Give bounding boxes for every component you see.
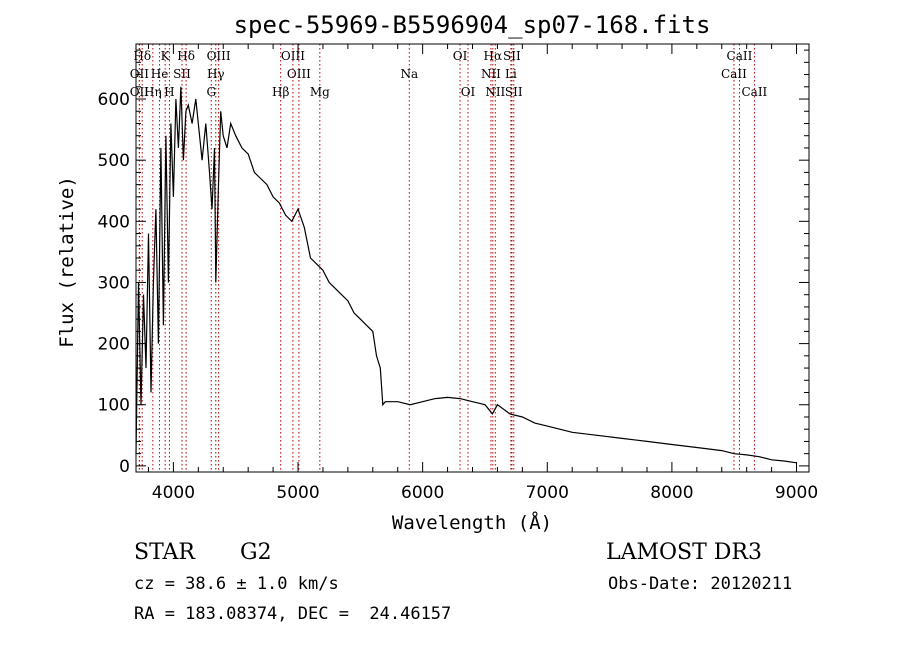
line-marker-label-18: OI — [461, 85, 476, 99]
line-marker-label-9: OIII — [207, 49, 231, 63]
y-tick-label-3: 300 — [98, 273, 130, 293]
y-tick-label-0: 0 — [119, 457, 130, 477]
line-markers — [138, 44, 755, 472]
line-marker-label-5: K — [161, 49, 171, 63]
x-axis-ticks: 4000 5000 6000 7000 8000 9000 — [147, 44, 818, 503]
x-axis-label: Wavelength (Å) — [392, 511, 552, 534]
y-tick-label-4: 400 — [98, 212, 130, 232]
x-tick-label-0: 4000 — [152, 483, 195, 503]
line-marker-label-7: SII — [173, 67, 191, 81]
y-tick-label-1: 100 — [98, 396, 130, 416]
y-axis-label: Flux (relative) — [56, 176, 78, 348]
x-tick-label-2: 6000 — [401, 483, 444, 503]
line-marker-label-4: Hη — [144, 85, 162, 99]
x-tick-label-3: 7000 — [526, 483, 569, 503]
y-tick-label-2: 200 — [98, 335, 130, 355]
object-subclass: G2 — [240, 540, 272, 565]
line-marker-label-15: Mg — [310, 85, 330, 99]
line-marker-label-0: Hδ — [133, 49, 151, 63]
line-marker-label-19: Hα — [484, 49, 503, 63]
x-tick-label-4: 8000 — [650, 483, 693, 503]
line-marker-label-10: Hγ — [207, 67, 225, 81]
line-marker-label-12: Hβ — [272, 85, 289, 99]
line-marker-label-24: SII — [505, 85, 523, 99]
survey-name: LAMOST DR3 — [606, 540, 762, 565]
plot-frame — [135, 43, 810, 473]
line-marker-label-17: OI — [453, 49, 468, 63]
line-marker-label-20: NII — [481, 67, 501, 81]
obs-date-text: Obs-Date: 20120211 — [608, 574, 792, 594]
line-marker-label-27: CaII — [741, 85, 767, 99]
line-marker-label-1: OII — [130, 67, 150, 81]
y-tick-label-5: 500 — [98, 151, 130, 171]
line-marker-label-13: OIII — [281, 49, 305, 63]
flux-series-line — [135, 86, 797, 464]
x-tick-label-1: 5000 — [276, 483, 319, 503]
chart-title: spec-55969-B5596904_sp07-168.fits — [234, 11, 711, 39]
object-class: STAR — [134, 540, 196, 565]
line-marker-label-21: NII — [485, 85, 505, 99]
line-marker-label-26: CaII — [721, 67, 747, 81]
line-marker-label-11: G — [206, 85, 216, 99]
y-tick-label-6: 600 — [98, 90, 130, 110]
redshift-text: cz = 38.6 ± 1.0 km/s — [134, 574, 339, 594]
y-axis-ticks: 0 100 200 300 400 500 600 — [98, 49, 809, 477]
line-marker-label-22: SII — [503, 49, 521, 63]
line-marker-label-8: Hδ — [177, 49, 195, 63]
line-marker-label-25: CaII — [727, 49, 753, 63]
coords-text: RA = 183.08374, DEC = 24.46157 — [134, 604, 451, 624]
x-tick-label-5: 9000 — [775, 483, 818, 503]
line-marker-label-23: Li — [505, 67, 517, 81]
line-marker-label-6: H — [164, 85, 174, 99]
line-marker-label-3: He — [151, 67, 169, 81]
line-marker-label-14: OIII — [287, 67, 311, 81]
line-marker-label-2: OII — [130, 85, 150, 99]
line-marker-label-16: Na — [400, 67, 418, 81]
